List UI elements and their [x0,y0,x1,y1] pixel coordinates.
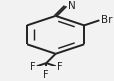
Text: Br: Br [100,15,111,25]
Text: F: F [43,70,49,80]
Text: F: F [57,62,62,72]
Text: N: N [68,1,75,11]
Text: F: F [29,62,35,72]
